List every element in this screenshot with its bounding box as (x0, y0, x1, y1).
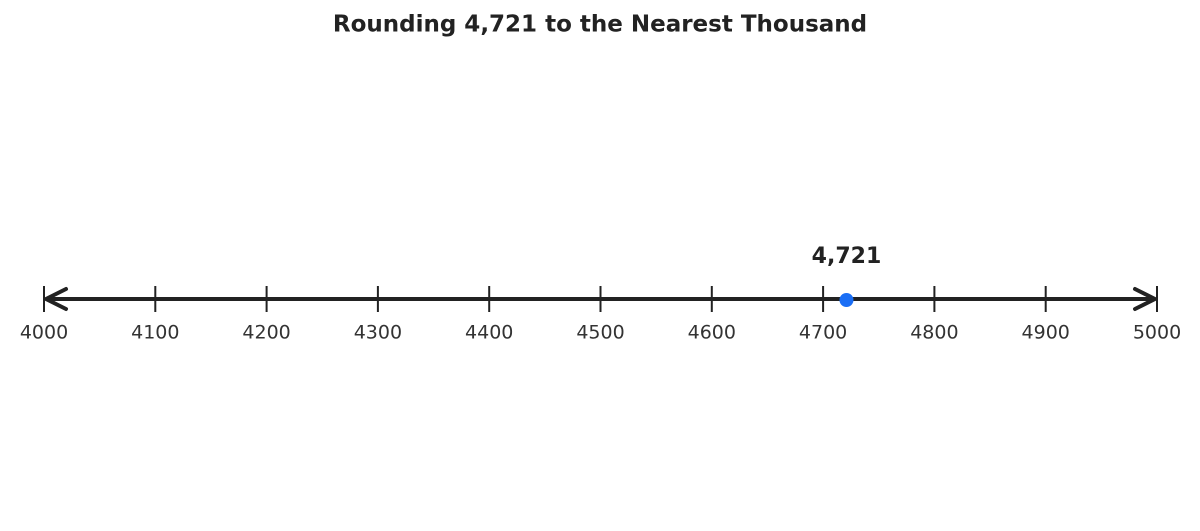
x-tick-label: 4200 (242, 322, 290, 344)
x-tick-label: 4500 (576, 322, 624, 344)
x-tick-label: 4900 (1022, 322, 1070, 344)
point-label: 4,721 (812, 244, 882, 269)
point (839, 293, 854, 307)
x-tick-label: 4700 (799, 322, 847, 344)
x-tick-label: 4400 (465, 322, 513, 344)
x-tick-label: 4100 (131, 322, 179, 344)
x-tick-label: 4800 (910, 322, 958, 344)
chart-title: Rounding 4,721 to the Nearest Thousand (333, 12, 867, 38)
left-arrow (44, 287, 68, 311)
x-tick-label: 4300 (354, 322, 402, 344)
right-arrow (1133, 287, 1157, 311)
x-tick-label: 4000 (20, 322, 68, 344)
x-tick-label: 5000 (1133, 322, 1181, 344)
x-tick-label: 4600 (688, 322, 736, 344)
